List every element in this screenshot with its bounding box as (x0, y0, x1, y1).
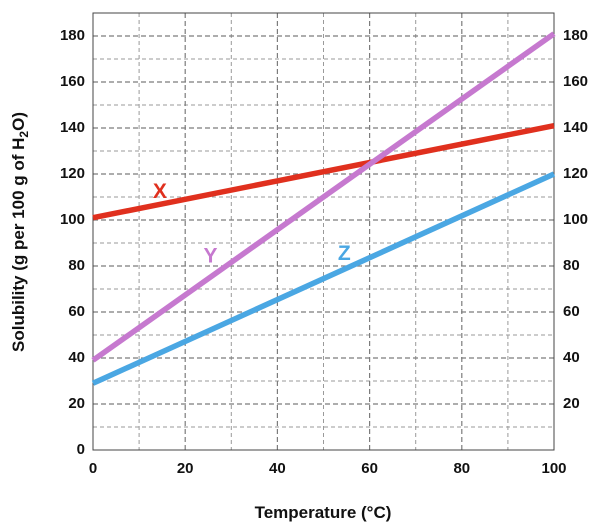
y-axis-title-prefix: Solubility (g per 100 g of H (9, 138, 28, 352)
y-tick-label-left: 20 (68, 395, 85, 412)
y-tick-label-right: 60 (563, 303, 580, 320)
x-tick-labels: 0 20 40 60 80 100 (89, 460, 567, 477)
y-tick-label-right: 40 (563, 349, 580, 366)
y-tick-label-right: 20 (563, 395, 580, 412)
y-tick-label-left: 80 (68, 257, 85, 274)
plot-frame (92, 12, 555, 451)
x-tick-label: 0 (89, 460, 97, 477)
x-tick-label: 100 (541, 460, 566, 477)
series-labels: X Y Z (153, 180, 351, 267)
y-tick-label-left: 60 (68, 303, 85, 320)
y-tick-labels-right: 20 40 60 80 100 120 140 160 180 (563, 27, 588, 412)
x-tick-label: 60 (361, 460, 378, 477)
y-axis-title-subscript: 2 (17, 131, 31, 138)
x-tick-label: 40 (269, 460, 286, 477)
series-line-z (91, 171, 556, 386)
x-tick-label: 20 (177, 460, 194, 477)
y-tick-label-right: 100 (563, 211, 588, 228)
y-tick-label-left: 180 (60, 27, 85, 44)
y-tick-label-right: 140 (563, 119, 588, 136)
y-tick-label-right: 80 (563, 257, 580, 274)
major-grid (93, 13, 554, 450)
series-line-x (92, 123, 555, 221)
minor-grid (93, 13, 554, 450)
y-tick-label-left: 100 (60, 211, 85, 228)
y-tick-label-right: 120 (563, 165, 588, 182)
series-layer (91, 31, 556, 386)
y-tick-label-right: 180 (563, 27, 588, 44)
y-tick-labels-left: 0 20 40 60 80 100 120 140 160 180 (60, 27, 85, 458)
y-tick-label-right: 160 (563, 73, 588, 90)
series-label-x: X (153, 180, 167, 203)
y-tick-label-left: 140 (60, 119, 85, 136)
y-tick-label-left: 160 (60, 73, 85, 90)
x-tick-label: 80 (453, 460, 470, 477)
y-tick-label-left: 40 (68, 349, 85, 366)
y-tick-label-left: 120 (60, 165, 85, 182)
series-line-y (91, 31, 556, 363)
x-axis-title: Temperature (°C) (255, 503, 392, 522)
series-label-z: Z (338, 242, 351, 265)
series-label-y: Y (204, 244, 218, 267)
y-axis-title-suffix: O) (9, 112, 28, 131)
y-axis-title: Solubility (g per 100 g of H2O) (9, 112, 31, 352)
y-tick-label-left: 0 (77, 441, 85, 458)
